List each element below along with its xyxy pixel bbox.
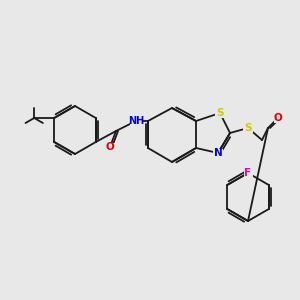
FancyBboxPatch shape	[106, 142, 115, 152]
Text: N: N	[214, 148, 222, 158]
FancyBboxPatch shape	[215, 109, 225, 118]
FancyBboxPatch shape	[213, 148, 223, 158]
Text: O: O	[106, 142, 114, 152]
Text: S: S	[244, 123, 252, 133]
Text: NH: NH	[128, 116, 144, 126]
FancyBboxPatch shape	[244, 169, 253, 178]
FancyBboxPatch shape	[274, 113, 283, 122]
Text: O: O	[274, 113, 282, 123]
Text: F: F	[244, 168, 252, 178]
FancyBboxPatch shape	[243, 124, 253, 133]
Text: S: S	[216, 108, 224, 118]
FancyBboxPatch shape	[130, 116, 142, 125]
